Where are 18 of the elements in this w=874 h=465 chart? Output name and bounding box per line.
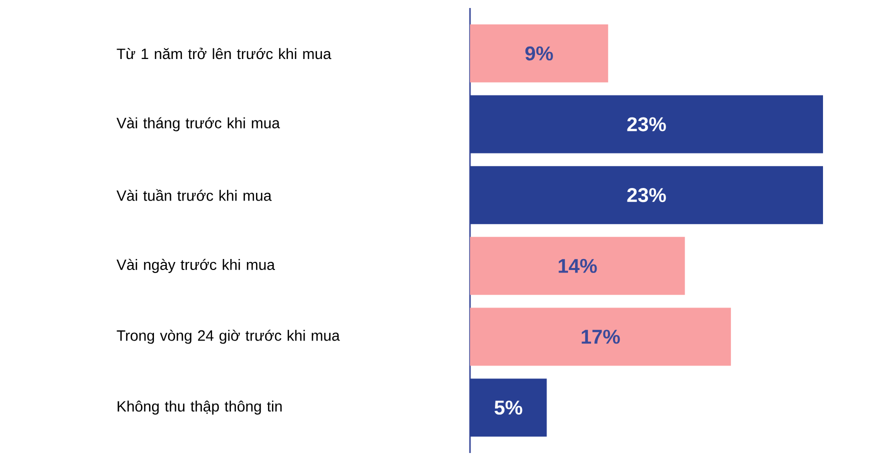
y-tick-label: Vài tuần trước khi mua xyxy=(116,189,272,201)
data-label: 17% xyxy=(582,330,620,344)
bar xyxy=(470,308,731,366)
y-tick-label: Không thu thập thông tin xyxy=(118,400,282,415)
bar xyxy=(470,166,824,224)
data-label: 23% xyxy=(627,117,666,132)
data-label: 14% xyxy=(558,258,597,273)
bar xyxy=(470,236,685,295)
y-tick-label: Trong vòng 24 giờ trước khi mua xyxy=(116,330,340,344)
data-label: 9% xyxy=(525,46,553,60)
data-label: 5% xyxy=(494,400,522,415)
bar xyxy=(470,24,608,82)
y-tick-label: Từ 1 năm trở lên trước khi mua xyxy=(116,48,332,60)
bar xyxy=(470,378,547,437)
y-tick-label: Vài ngày trước khi mua xyxy=(116,258,275,273)
data-label: 23% xyxy=(627,188,666,202)
bar xyxy=(470,95,824,154)
y-tick-label: Vài tháng trước khi mua xyxy=(116,117,280,132)
